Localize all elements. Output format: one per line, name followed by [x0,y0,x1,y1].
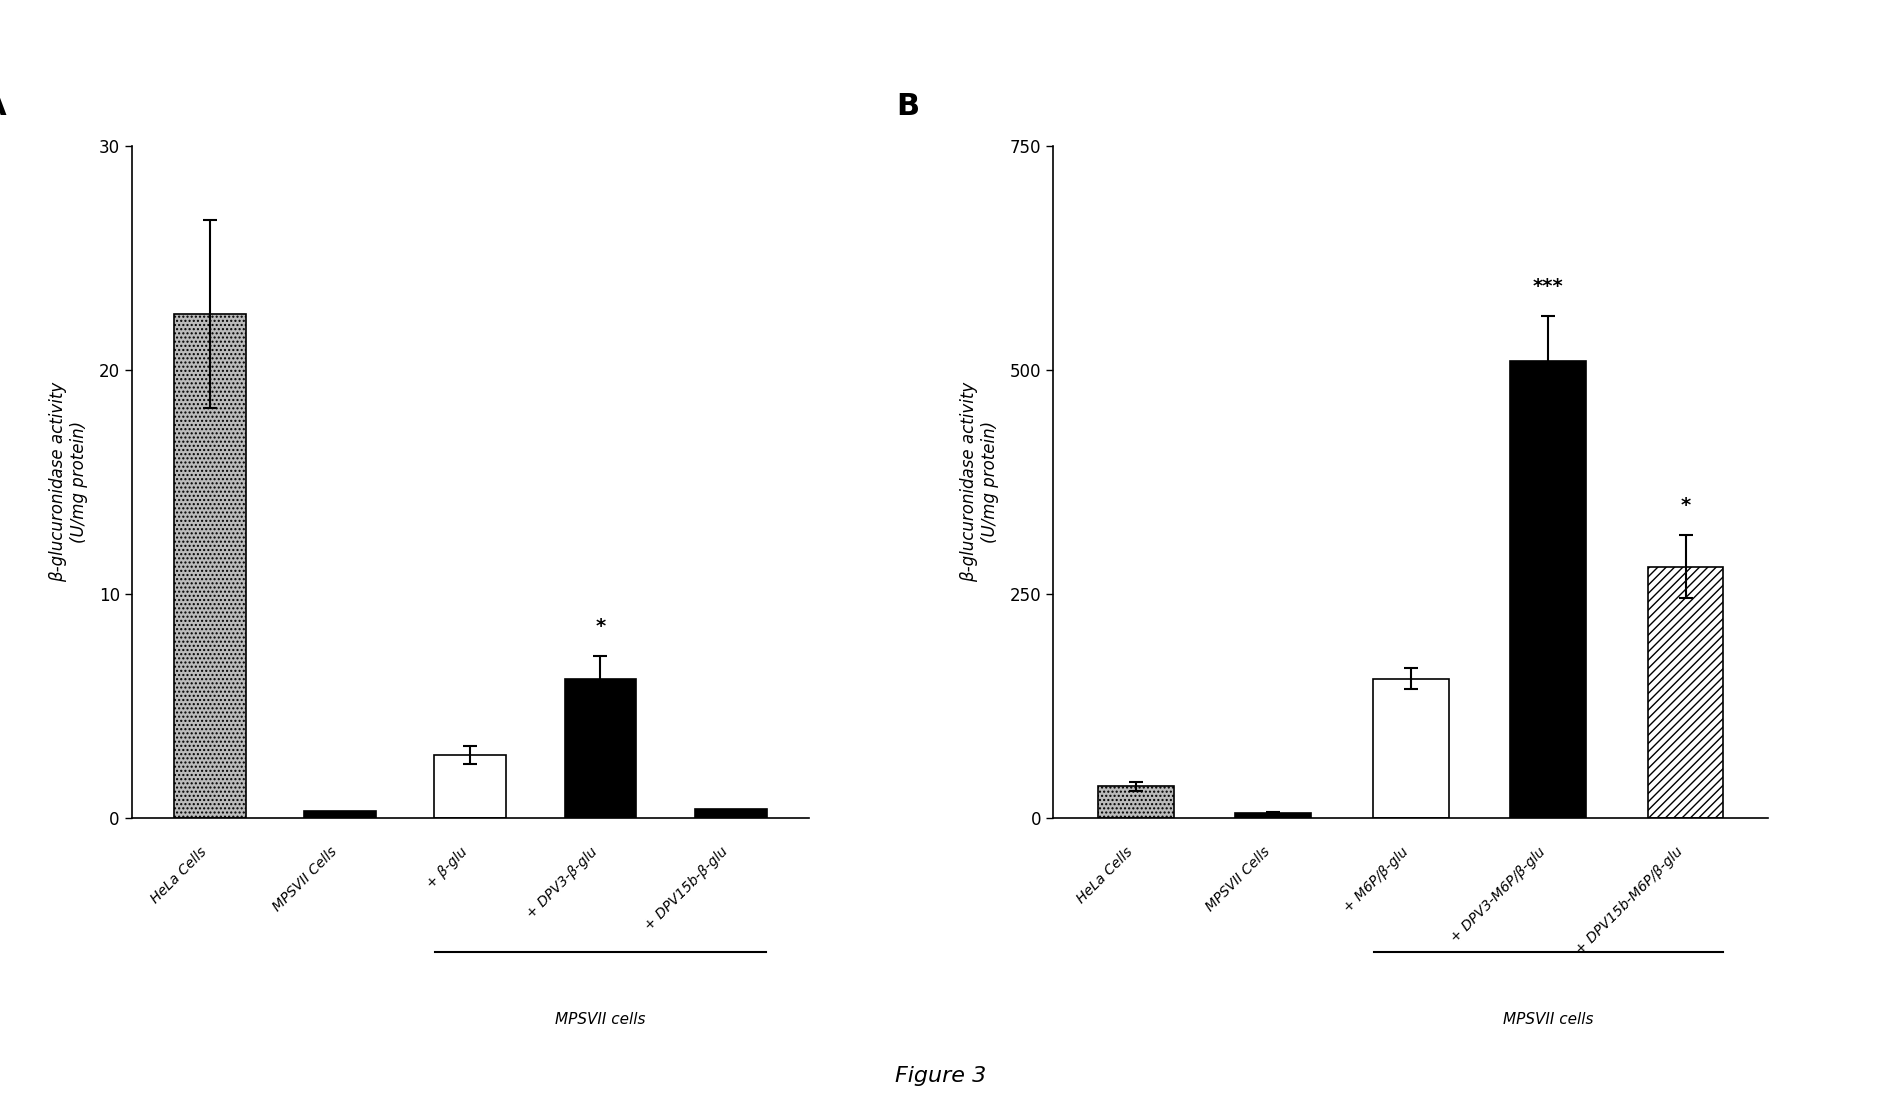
Bar [564,679,635,818]
Text: + DPV15b-β-glu: + DPV15b-β-glu [641,844,729,933]
Text: MPSVII Cells: MPSVII Cells [1203,844,1273,914]
Text: MPSVII cells: MPSVII cells [555,1012,645,1027]
Text: + DPV3-M6P/β-glu: + DPV3-M6P/β-glu [1448,844,1547,944]
Text: MPSVII Cells: MPSVII Cells [271,844,340,914]
Bar [694,809,767,818]
Bar [305,811,376,818]
Bar [175,314,246,818]
Bar [1510,361,1585,818]
Text: *: * [596,617,605,636]
Text: Figure 3: Figure 3 [895,1066,985,1086]
Text: HeLa Cells: HeLa Cells [149,844,211,906]
Y-axis label: β-glucuronidase activity
(U/mg protein): β-glucuronidase activity (U/mg protein) [959,382,998,581]
Text: + DPV15b-M6P/β-glu: + DPV15b-M6P/β-glu [1572,844,1684,956]
Text: ***: *** [1532,277,1562,296]
Text: A: A [0,92,6,121]
Text: + β-glu: + β-glu [423,844,470,890]
Bar [1235,813,1310,818]
Text: + DPV3-β-glu: + DPV3-β-glu [525,844,600,921]
Text: B: B [895,92,919,121]
Text: MPSVII cells: MPSVII cells [1502,1012,1592,1027]
Y-axis label: β-glucuronidase activity
(U/mg protein): β-glucuronidase activity (U/mg protein) [49,382,88,581]
Text: HeLa Cells: HeLa Cells [1073,844,1136,906]
Text: *: * [1679,496,1690,515]
Bar [1098,786,1173,818]
Text: + M6P/β-glu: + M6P/β-glu [1340,844,1410,915]
Bar [1647,567,1722,818]
Bar [1372,679,1448,818]
Bar [434,755,506,818]
